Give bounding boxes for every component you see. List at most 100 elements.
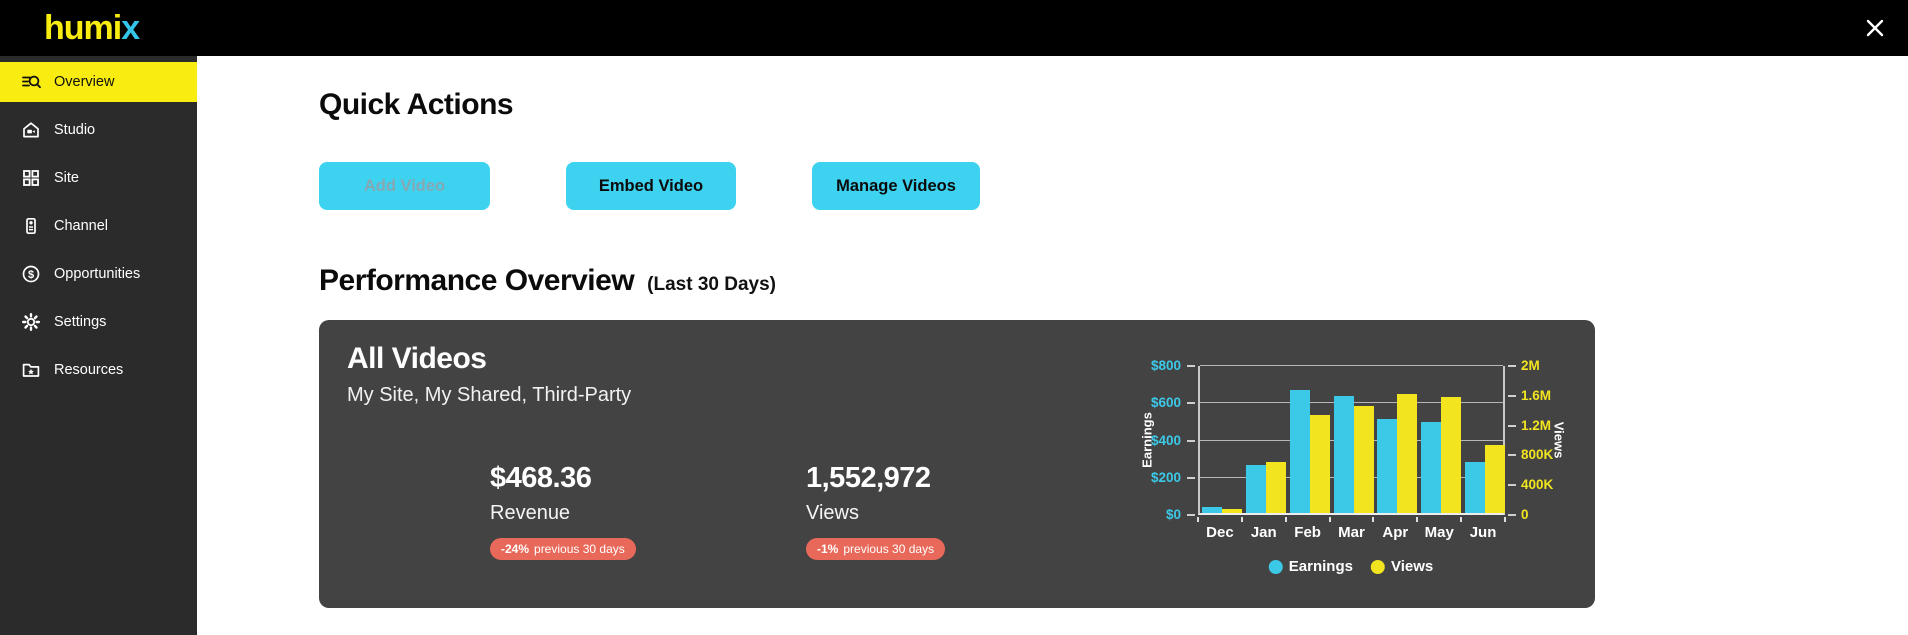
bar-earnings-jun — [1465, 462, 1486, 513]
y-axis-tick-mark-right — [1508, 424, 1516, 427]
sidebar-item-label: Overview — [54, 74, 115, 90]
x-axis-tick-label: Apr — [1382, 524, 1409, 541]
revenue-change-badge: -24% previous 30 days — [490, 538, 636, 560]
x-axis-tick-label: Jun — [1469, 524, 1497, 541]
views-value: 1,552,972 — [806, 462, 931, 494]
humix-logo[interactable]: humix — [44, 8, 140, 47]
sidebar-item-label: Site — [54, 170, 79, 186]
x-axis-tick-label: Dec — [1206, 524, 1234, 541]
overview-search-icon — [21, 72, 41, 92]
bar-views-mar — [1353, 406, 1374, 513]
x-axis-tick-mark — [1197, 517, 1199, 522]
legend-dot — [1370, 559, 1385, 574]
x-axis-tick-label: May — [1424, 524, 1454, 541]
y-axis-tick-mark-right — [1508, 454, 1516, 457]
y-axis-tick-mark-left — [1187, 365, 1195, 367]
x-axis-tick-mark — [1240, 517, 1243, 522]
revenue-label: Revenue — [490, 502, 571, 524]
sidebar-item-opportunities[interactable]: $ Opportunities — [0, 254, 197, 294]
y-axis-tick-mark-right — [1508, 484, 1516, 487]
legend-label: Earnings — [1288, 558, 1353, 575]
channel-icon — [21, 216, 41, 236]
bar-earnings-mar — [1333, 396, 1354, 513]
y-axis-tick-left: $600 — [1150, 395, 1181, 411]
sidebar-item-settings[interactable]: Settings — [0, 302, 197, 342]
all-videos-card: All Videos My Site, My Shared, Third-Par… — [319, 320, 1595, 608]
top-header-bar: humix — [0, 0, 1908, 56]
bar-earnings-jan — [1245, 465, 1266, 513]
bar-earnings-feb — [1289, 390, 1310, 513]
revenue-stat: $468.36 Revenue -24% previous 30 days — [490, 462, 636, 560]
studio-house-icon — [21, 120, 41, 140]
views-stat: 1,552,972 Views -1% previous 30 days — [806, 462, 946, 560]
x-axis-tick-label: Jan — [1250, 524, 1277, 541]
performance-overview-title: Performance Overview — [319, 264, 635, 297]
sidebar-item-resources[interactable]: Resources — [0, 350, 197, 390]
sidebar-item-channel[interactable]: Channel — [0, 206, 197, 246]
legend-item-views[interactable]: Views — [1370, 558, 1434, 575]
revenue-value: $468.36 — [490, 462, 592, 494]
manage-videos-button[interactable]: Manage Videos — [812, 162, 980, 210]
y-axis-tick-right: 1.6M — [1521, 387, 1552, 403]
x-axis-tick-mark — [1416, 517, 1419, 522]
sidebar-item-studio[interactable]: Studio — [0, 110, 197, 150]
sidebar-item-label: Settings — [54, 314, 107, 330]
y-axis-tick-left: $800 — [1150, 358, 1181, 373]
legend-item-earnings[interactable]: Earnings — [1268, 558, 1353, 575]
y-axis-tick-right: 0 — [1521, 507, 1529, 522]
y-axis-tick-left: $0 — [1165, 507, 1181, 522]
bar-views-dec — [1221, 509, 1242, 513]
sidebar-item-label: Studio — [54, 122, 96, 138]
earnings-views-bar-chart: Earnings Views $0 $200 $400 $600 $800 0 400K 800K… — [1119, 340, 1589, 600]
y-axis-label-views: Views — [1551, 421, 1567, 459]
y-axis-tick-mark-left — [1187, 476, 1195, 479]
y-axis-tick-mark-right — [1508, 365, 1516, 367]
y-axis-tick-right: 400K — [1521, 477, 1554, 493]
sidebar-item-overview[interactable]: Overview — [0, 62, 197, 102]
sidebar-item-label: Resources — [54, 362, 124, 378]
bar-views-may — [1441, 397, 1462, 513]
bar-earnings-apr — [1377, 419, 1398, 513]
sidebar-item-label: Opportunities — [54, 266, 141, 282]
quick-actions-row: Add Video Embed Video Manage Videos — [319, 162, 1908, 210]
bar-views-jan — [1265, 462, 1286, 513]
add-video-button[interactable]: Add Video — [319, 162, 490, 210]
y-axis-tick-left: $200 — [1150, 469, 1181, 485]
x-axis-tick-mark — [1460, 517, 1463, 522]
y-axis-tick-mark-left — [1187, 514, 1195, 516]
dollar-circle-icon: $ — [21, 264, 41, 284]
x-axis-tick-mark — [1284, 517, 1287, 522]
gridline — [1200, 365, 1503, 366]
card-title: All Videos — [347, 342, 487, 375]
sidebar: Overview Studio Site Channel $ Opportuni… — [0, 56, 197, 635]
y-axis-tick-right: 2M — [1521, 358, 1540, 373]
y-axis-tick-mark-right — [1508, 514, 1516, 516]
svg-text:$: $ — [28, 269, 34, 281]
x-axis-tick-mark — [1328, 517, 1331, 522]
legend-label: Views — [1390, 558, 1434, 575]
folder-star-icon — [21, 360, 41, 380]
quick-actions-title: Quick Actions — [319, 88, 514, 121]
main-content: Quick Actions Add Video Embed Video Mana… — [197, 56, 1908, 635]
y-axis-tick-mark-left — [1187, 439, 1195, 442]
chart-legend: Earnings Views — [1268, 558, 1434, 575]
bar-earnings-may — [1421, 422, 1442, 513]
logo-text: humi — [44, 8, 122, 47]
sidebar-item-label: Channel — [54, 218, 109, 234]
sidebar-item-site[interactable]: Site — [0, 158, 197, 198]
views-label: Views — [806, 502, 859, 524]
bar-views-feb — [1309, 415, 1330, 513]
site-grid-icon — [21, 168, 41, 188]
y-axis-tick-mark-left — [1187, 402, 1195, 405]
plot-area — [1198, 365, 1506, 515]
views-change-badge: -1% previous 30 days — [806, 538, 946, 560]
x-axis-tick-label: Feb — [1294, 524, 1321, 541]
close-icon[interactable] — [1864, 17, 1886, 39]
bar-earnings-dec — [1201, 507, 1222, 513]
x-axis-tick-mark — [1372, 517, 1375, 522]
bar-views-jun — [1485, 445, 1506, 513]
y-axis-tick-left: $400 — [1150, 432, 1181, 448]
x-axis-tick-label: Mar — [1338, 524, 1365, 541]
legend-dot — [1268, 559, 1283, 574]
embed-video-button[interactable]: Embed Video — [566, 162, 736, 210]
